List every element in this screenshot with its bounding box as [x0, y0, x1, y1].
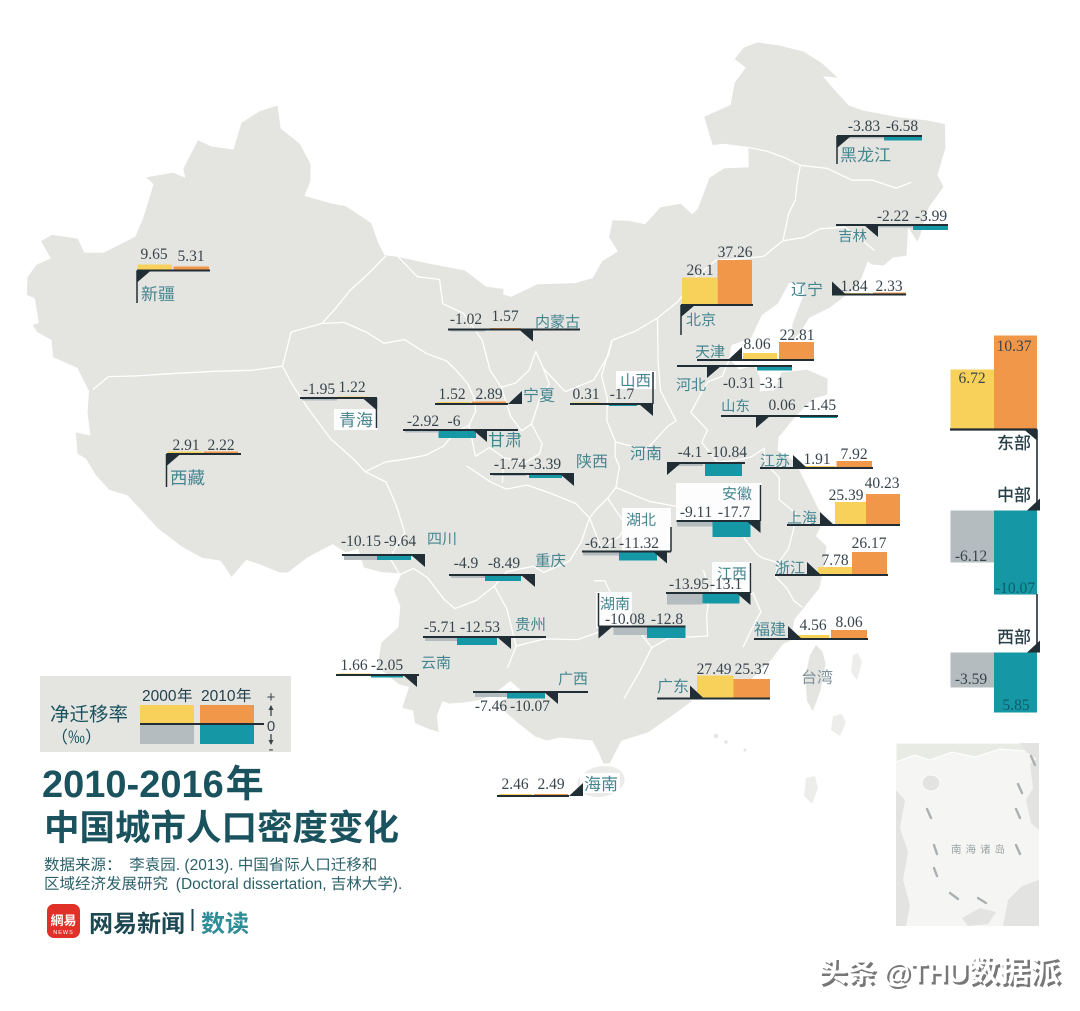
svg-text:2010-2016: 2010-2016	[42, 764, 224, 806]
svg-text:-1.7: -1.7	[610, 386, 635, 403]
svg-text:2.49: 2.49	[537, 776, 564, 793]
svg-text:-1.74: -1.74	[494, 456, 527, 473]
svg-text:-3.59: -3.59	[955, 671, 988, 688]
svg-text:. (2013).: . (2013).	[176, 857, 238, 874]
svg-text:-9.64: -9.64	[384, 533, 417, 550]
svg-text:5.85: 5.85	[1002, 697, 1029, 714]
svg-text:-17.7: -17.7	[718, 504, 751, 521]
svg-text:-13.95: -13.95	[669, 576, 709, 593]
svg-text:2010: 2010	[201, 688, 236, 705]
svg-text:0.31: 0.31	[572, 386, 599, 403]
svg-text:7.92: 7.92	[840, 446, 867, 463]
svg-text:22.81: 22.81	[780, 327, 815, 344]
svg-text:26.1: 26.1	[686, 262, 713, 279]
svg-text:-7.46: -7.46	[475, 698, 508, 715]
svg-text:-10.15: -10.15	[341, 533, 381, 550]
svg-text:-10.07: -10.07	[510, 698, 550, 715]
svg-text:-: -	[269, 741, 274, 758]
svg-text:-4.1: -4.1	[678, 444, 703, 461]
svg-text:(Doctoral dissertation,: (Doctoral dissertation,	[176, 876, 331, 893]
svg-text:-6.58: -6.58	[886, 118, 919, 135]
svg-text:37.26: 37.26	[718, 244, 753, 261]
svg-text:-1.95: -1.95	[303, 381, 336, 398]
svg-text:26.17: 26.17	[852, 535, 887, 552]
svg-text:8.06: 8.06	[743, 336, 770, 353]
svg-text:-2.22: -2.22	[877, 208, 909, 225]
svg-text:1.66: 1.66	[340, 657, 367, 674]
svg-text:-3.83: -3.83	[848, 118, 881, 135]
svg-text:-12.8: -12.8	[651, 611, 684, 628]
svg-text:0.06: 0.06	[768, 397, 795, 414]
svg-text:40.23: 40.23	[865, 475, 900, 492]
svg-text:1.57: 1.57	[491, 308, 518, 325]
svg-text:-12.53: -12.53	[460, 619, 500, 636]
svg-text:2.46: 2.46	[501, 776, 528, 793]
svg-text:2000: 2000	[142, 688, 177, 705]
svg-text:-2.92: -2.92	[407, 413, 439, 430]
svg-text:-8.49: -8.49	[488, 555, 521, 572]
svg-text:1.22: 1.22	[338, 379, 365, 396]
svg-text:-3.39: -3.39	[529, 456, 562, 473]
svg-text:-3.99: -3.99	[915, 208, 948, 225]
svg-text:1.91: 1.91	[803, 451, 830, 468]
svg-text:2.22: 2.22	[207, 437, 234, 454]
svg-text:-2.05: -2.05	[371, 657, 404, 674]
svg-text:1.52: 1.52	[438, 386, 465, 403]
svg-text:-9.11: -9.11	[680, 504, 712, 521]
svg-text:-4.9: -4.9	[454, 555, 479, 572]
svg-text:9.65: 9.65	[140, 246, 167, 263]
svg-text:25.39: 25.39	[829, 487, 864, 504]
svg-text:0: 0	[267, 718, 275, 735]
svg-text:-5.71: -5.71	[424, 619, 456, 636]
svg-text:-10.08: -10.08	[605, 611, 645, 628]
svg-text:-10.84: -10.84	[707, 444, 747, 461]
svg-text:@THU: @THU	[883, 957, 968, 988]
svg-text:-6: -6	[448, 413, 461, 430]
svg-text:10.37: 10.37	[997, 338, 1032, 355]
svg-text:8.06: 8.06	[835, 614, 862, 631]
svg-text:-6.12: -6.12	[955, 548, 987, 565]
svg-text:-13.1: -13.1	[710, 576, 742, 593]
svg-text:).: ).	[393, 876, 402, 893]
svg-text:-10.07: -10.07	[995, 580, 1035, 597]
svg-text:4.56: 4.56	[799, 617, 826, 634]
svg-text:-11.32: -11.32	[619, 535, 659, 552]
svg-text:NEWS: NEWS	[53, 930, 74, 936]
svg-text:+: +	[267, 689, 276, 706]
svg-text:-1.45: -1.45	[804, 397, 837, 414]
svg-text:2.33: 2.33	[875, 278, 902, 295]
svg-text:2.91: 2.91	[172, 437, 199, 454]
svg-text:5.31: 5.31	[177, 248, 204, 265]
svg-text:25.37: 25.37	[735, 661, 770, 678]
svg-text:@THU: @THU	[886, 960, 971, 991]
svg-text:-6.21: -6.21	[585, 535, 617, 552]
svg-text:27.49: 27.49	[697, 661, 732, 678]
svg-text:1.84: 1.84	[840, 278, 867, 295]
svg-text:6.72: 6.72	[958, 370, 985, 387]
svg-text:7.78: 7.78	[821, 552, 848, 569]
svg-text:-0.31: -0.31	[723, 375, 755, 392]
svg-text:-3.1: -3.1	[760, 375, 785, 392]
svg-text:-1.02: -1.02	[450, 311, 482, 328]
svg-text:2.89: 2.89	[475, 386, 502, 403]
